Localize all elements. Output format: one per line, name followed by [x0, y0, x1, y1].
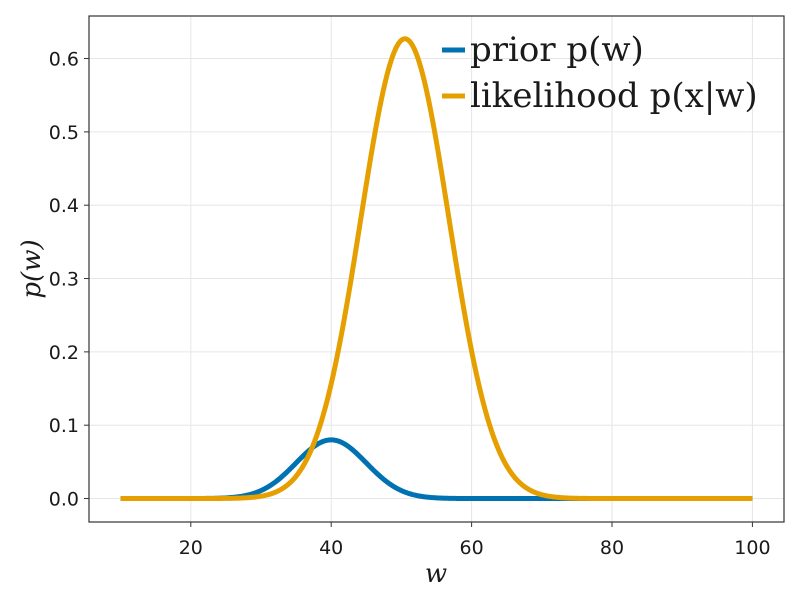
legend-label-likelihood: likelihood p(x|w) [470, 76, 758, 116]
legend-label-prior: prior p(w) [470, 30, 644, 70]
y-tick-label: 0.5 [49, 122, 79, 144]
legend: prior p(w) likelihood p(x|w) [442, 30, 758, 116]
plot-frame [88, 15, 785, 523]
series-line-likelihood [119, 36, 754, 502]
y-tick-label: 0.2 [49, 342, 79, 364]
y-axis-label: p(w) [17, 239, 47, 298]
y-tick-label: 0.6 [49, 49, 79, 71]
x-tick-label: 100 [734, 537, 770, 559]
x-axis-label: w [425, 559, 447, 589]
x-tick-label: 40 [319, 537, 343, 559]
y-tick-label: 0.0 [49, 489, 79, 511]
series-line-prior [119, 437, 754, 502]
x-tick-label: 60 [460, 537, 484, 559]
x-tick-label: 80 [600, 537, 624, 559]
x-tick-label: 20 [179, 537, 203, 559]
y-tick-label: 0.3 [49, 269, 79, 291]
ticks: 20 40 60 80 100 0.0 0.1 0.2 0.3 0.4 0.5 0.6 [49, 49, 771, 559]
y-tick-label: 0.4 [49, 195, 79, 217]
series-layer [119, 36, 754, 502]
y-tick-label: 0.1 [49, 415, 79, 437]
